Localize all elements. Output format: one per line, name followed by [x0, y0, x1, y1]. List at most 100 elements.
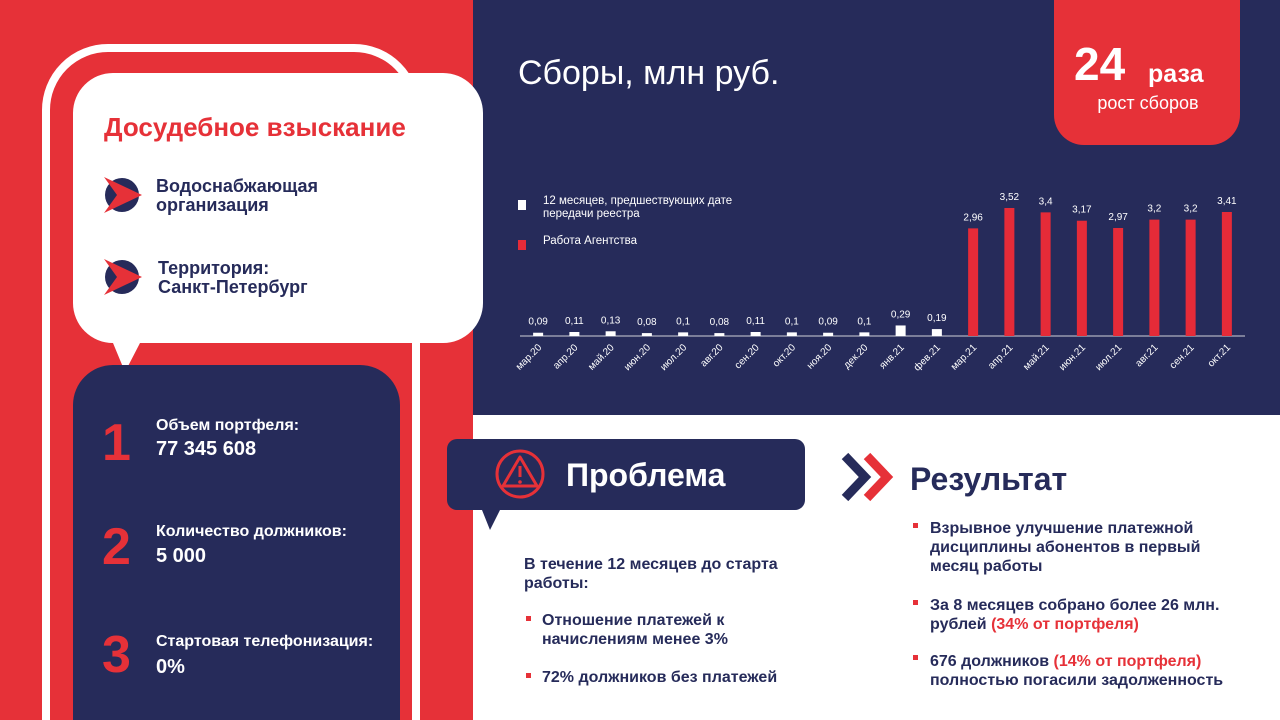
bar — [1221, 212, 1232, 336]
growth-number: 24 — [1074, 38, 1126, 90]
value-label: 3,4 — [1039, 196, 1053, 207]
problem-bullet: Отношение платежей к — [542, 612, 725, 629]
stat-value: 0% — [156, 656, 185, 678]
result-line: дисциплины абонентов в первый — [930, 539, 1200, 556]
left-title: Досудебное взыскание — [104, 112, 406, 142]
bullet — [913, 523, 918, 528]
problem-intro: работы: — [524, 575, 589, 592]
bar — [895, 325, 906, 336]
value-label: 0,1 — [676, 316, 690, 327]
result-icon — [841, 452, 894, 502]
text: дисциплины абонентов в первый — [930, 539, 1200, 556]
text: рублей — [930, 616, 991, 633]
stat-label: Объем портфеля: — [156, 417, 299, 434]
legend-swatch — [518, 240, 526, 250]
bar — [1113, 228, 1124, 336]
text: месяц работы — [930, 558, 1042, 575]
item-line: Санкт-Петербург — [158, 277, 308, 297]
bar — [931, 329, 942, 336]
text: За 8 месяцев собрано более 26 млн. — [930, 597, 1219, 614]
value-label: 0,11 — [746, 316, 765, 327]
value-label: 0,1 — [857, 316, 871, 327]
value-label: 2,97 — [1108, 212, 1128, 223]
legend-label: 12 месяцев, предшествующих дате передачи… — [543, 195, 733, 220]
item-icon — [104, 177, 142, 213]
bar — [968, 228, 979, 336]
growth-caption: рост сборов — [1097, 93, 1198, 113]
item-line: Территория: — [158, 258, 269, 278]
value-label: 0,19 — [927, 313, 947, 324]
value-label: 0,13 — [601, 315, 621, 326]
stat-value: 5 000 — [156, 545, 206, 567]
value-label: 3,17 — [1072, 205, 1092, 216]
bar — [823, 332, 834, 336]
result-line: Взрывное улучшение платежной — [930, 520, 1193, 537]
value-label: 3,2 — [1147, 204, 1161, 215]
bullet — [913, 600, 918, 605]
bar — [1004, 208, 1015, 336]
problem-intro: В течение 12 месяцев до старта — [524, 556, 778, 573]
text: полностью погасили задолженность — [930, 672, 1223, 689]
warning-icon — [495, 449, 545, 499]
chart-title: Сборы, млн руб. — [518, 54, 779, 92]
growth-box — [1054, 0, 1240, 145]
result-line: рублей (34% от портфеля) — [930, 616, 1139, 633]
value-label: 3,52 — [1000, 192, 1020, 203]
problem-bullet: 72% должников без платежей — [542, 669, 777, 686]
bar — [533, 332, 544, 336]
bar — [750, 332, 761, 336]
bullet — [526, 616, 531, 621]
legend-label: Работа Агентства — [543, 235, 638, 247]
bar — [1076, 220, 1087, 336]
value-label: 0,29 — [891, 309, 911, 320]
stats-card — [73, 365, 400, 720]
result-title: Результат — [910, 461, 1067, 497]
result-line: За 8 месяцев собрано более 26 млн. — [930, 597, 1219, 614]
bullet — [913, 655, 918, 660]
result-line: полностью погасили задолженность — [930, 672, 1223, 689]
value-label: 0,09 — [528, 317, 548, 328]
highlight: (14% от портфеля) — [1054, 653, 1202, 670]
stat-label: Количество должников: — [156, 523, 347, 540]
value-label: 0,08 — [637, 317, 657, 328]
bullet — [526, 673, 531, 678]
item-line: Водоснабжающая — [156, 176, 318, 196]
stat-label: Стартовая телефонизация: — [156, 633, 373, 650]
value-label: 3,41 — [1217, 196, 1237, 207]
stat-number: 2 — [102, 518, 131, 576]
value-label: 0,08 — [710, 317, 730, 328]
info-card — [73, 73, 483, 372]
value-label: 3,2 — [1184, 204, 1198, 215]
bar — [859, 332, 870, 336]
bar — [1185, 219, 1196, 336]
stat-number: 3 — [102, 626, 131, 684]
problem-box — [447, 439, 805, 530]
bar — [714, 333, 725, 336]
problem-title: Проблема — [566, 457, 726, 493]
result-line: месяц работы — [930, 558, 1042, 575]
bar — [1040, 212, 1051, 336]
problem-bullet: начислениям менее 3% — [542, 631, 728, 648]
bar — [605, 331, 616, 336]
value-label: 0,1 — [785, 316, 799, 327]
bar — [786, 332, 797, 336]
value-label: 2,96 — [963, 212, 983, 223]
bar — [641, 333, 652, 336]
stat-value: 77 345 608 — [156, 438, 256, 460]
value-label: 0,11 — [565, 316, 584, 327]
stat-number: 1 — [102, 414, 131, 472]
value-label: 0,09 — [818, 317, 838, 328]
growth-unit: раза — [1148, 60, 1205, 88]
text: 676 должников — [930, 653, 1054, 670]
item-icon — [104, 259, 142, 295]
item-line: организация — [156, 195, 269, 215]
highlight: (34% от портфеля) — [991, 616, 1139, 633]
result-line: 676 должников (14% от портфеля) — [930, 653, 1201, 670]
text: Взрывное улучшение платежной — [930, 520, 1193, 537]
bar — [678, 332, 689, 336]
bar — [1149, 219, 1160, 336]
legend-swatch — [518, 200, 526, 210]
bar — [569, 332, 580, 336]
